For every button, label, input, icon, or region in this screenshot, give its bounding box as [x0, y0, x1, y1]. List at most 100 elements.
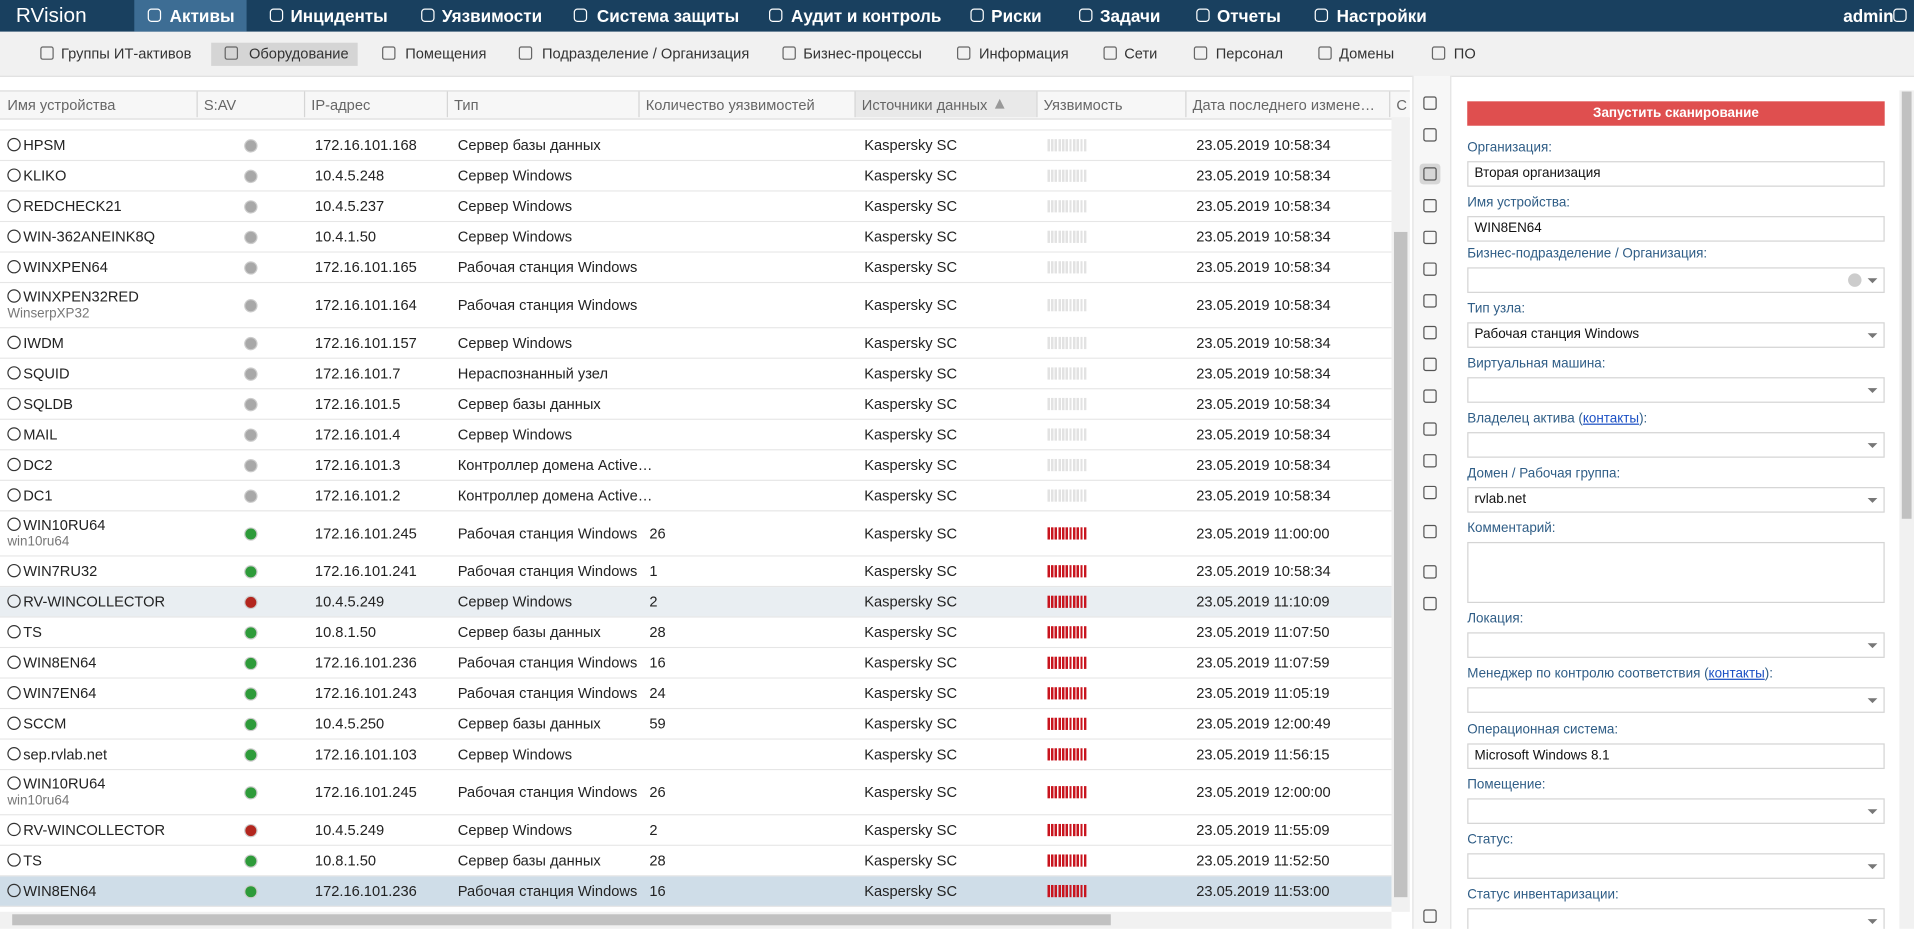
subnav-item[interactable]: Сети — [1124, 45, 1158, 63]
h-scroll-thumb[interactable] — [12, 914, 1111, 926]
table-row[interactable]: WINXPEN32RED WinserpXP32 172.16.101.164 Раб… — [0, 283, 1392, 329]
tool-button[interactable] — [1420, 93, 1441, 114]
table-row[interactable]: IWDM 172.16.101.157 Сервер Windows Kaspersk… — [0, 328, 1392, 359]
field-select[interactable] — [1467, 632, 1885, 658]
tool-button[interactable] — [1420, 521, 1441, 542]
table-row[interactable]: MAIL 172.16.101.4 Сервер Windows Kaspersky … — [0, 419, 1392, 451]
field-input[interactable]: Microsoft Windows 8.1 — [1467, 743, 1885, 770]
contacts-link[interactable]: контакты — [1708, 666, 1765, 682]
nav-item[interactable]: Инциденты — [290, 6, 388, 26]
nav-item[interactable]: Отчеты — [1216, 6, 1281, 26]
tool-button[interactable] — [1420, 354, 1441, 375]
tool-button[interactable] — [1420, 419, 1441, 440]
field-select[interactable]: rvlab.net — [1467, 487, 1885, 513]
field-select[interactable] — [1467, 853, 1885, 879]
field-value: Вторая организация — [1474, 166, 1601, 181]
field-select[interactable] — [1467, 908, 1885, 929]
column-header[interactable]: Уязвимость — [1043, 96, 1123, 114]
table-row[interactable]: sep.rvlab.net 172.16.101.103 Сервер Window… — [0, 739, 1392, 771]
column-header[interactable]: S:AV — [203, 96, 237, 114]
subnav-item[interactable]: Домены — [1339, 45, 1395, 63]
panel-scroll-thumb[interactable] — [1901, 91, 1912, 519]
table-row[interactable]: WIN10RU64 win10ru64 172.16.101.245 Рабочая … — [0, 770, 1392, 816]
field-textarea[interactable] — [1467, 541, 1885, 604]
subnav-item[interactable]: Персонал — [1215, 45, 1284, 63]
table-row[interactable]: RV-WINCOLLECTOR 10.4.5.249 Сервер Windows 2… — [0, 587, 1392, 618]
tool-button[interactable] — [1420, 450, 1441, 471]
tool-button[interactable] — [1420, 291, 1441, 312]
column-header[interactable]: Тип — [454, 96, 479, 114]
tool-button[interactable] — [1420, 227, 1441, 248]
nav-item[interactable]: Система защиты — [596, 6, 740, 26]
clear-icon[interactable] — [1848, 273, 1862, 287]
device-type: Рабочая станция Windows — [457, 684, 638, 702]
table-row[interactable]: SQLDB 172.16.101.5 Сервер базы данных Kaspe… — [0, 389, 1392, 420]
tool-button[interactable] — [1420, 593, 1441, 614]
table-row[interactable]: TS 10.8.1.50 Сервер базы данных 28 Kaspersky… — [0, 845, 1392, 877]
subnav-item[interactable]: Группы ИТ-активов — [61, 45, 192, 63]
label-text: Статус инвентаризации: — [1467, 887, 1619, 903]
column-header[interactable]: IP-адрес — [311, 96, 371, 114]
table-row[interactable]: WIN10RU64 win10ru64 172.16.101.245 Рабочая … — [0, 511, 1392, 557]
table-row[interactable]: WIN8EN64 172.16.101.236 Рабочая станция Wi… — [0, 648, 1392, 679]
field-input[interactable]: WIN8EN64 — [1467, 216, 1885, 242]
column-header[interactable]: С — [1396, 96, 1408, 114]
field-select[interactable] — [1467, 798, 1885, 824]
table-row[interactable]: REDCHECK21 10.4.5.237 Сервер Windows Kasper… — [0, 191, 1392, 223]
last-change-date: 23.05.2019 10:58:34 — [1196, 395, 1331, 413]
subnav-item[interactable]: Подразделение / Организация — [541, 45, 750, 63]
subnav-icon — [1193, 46, 1208, 60]
table-row[interactable]: KLIKO 10.4.5.248 Сервер Windows Kaspersky S… — [0, 161, 1392, 192]
table-row[interactable]: SQUID 172.16.101.7 Нераспознанный узел Kasp… — [0, 358, 1392, 390]
user-name[interactable]: admin — [1843, 6, 1894, 26]
tool-button[interactable] — [1420, 195, 1441, 216]
last-change-date: 23.05.2019 12:00:49 — [1196, 715, 1331, 733]
logout-icon[interactable] — [1893, 8, 1907, 22]
tool-button[interactable] — [1420, 322, 1441, 343]
nav-item[interactable]: Активы — [169, 6, 235, 26]
table-row[interactable]: SCCM 10.4.5.250 Сервер базы данных 59 Kasper… — [0, 709, 1392, 740]
table-row[interactable]: WINXPEN64 172.16.101.165 Рабочая станция W… — [0, 252, 1392, 284]
column-header[interactable]: Источники данных — [861, 96, 988, 114]
table-row[interactable]: DC2 172.16.101.3 Контроллер домена Active…… — [0, 450, 1392, 481]
tool-button[interactable] — [1420, 386, 1441, 407]
field-select[interactable] — [1467, 267, 1885, 293]
nav-item[interactable]: Настройки — [1336, 6, 1427, 26]
table-row[interactable]: HPSM 172.16.101.168 Сервер базы данных Kasp… — [0, 130, 1392, 162]
column-header[interactable]: Имя устройства — [7, 96, 116, 114]
field-select[interactable] — [1467, 432, 1885, 458]
nav-item[interactable]: Аудит и контроль — [790, 6, 942, 26]
subnav-item[interactable]: Информация — [978, 45, 1069, 63]
scan-button[interactable]: Запустить сканирование — [1467, 101, 1885, 126]
subnav-item[interactable]: ПО — [1453, 45, 1476, 63]
contacts-link[interactable]: контакты — [1582, 411, 1640, 427]
table-row[interactable]: WIN8EN64 172.16.101.236 Рабочая станция Wi… — [0, 876, 1392, 907]
table-row[interactable]: DC1 172.16.101.2 Контроллер домена Active…… — [0, 480, 1392, 512]
tool-button[interactable] — [1420, 259, 1441, 280]
field-label: Статус: — [1467, 832, 1513, 847]
nav-item[interactable]: Уязвимости — [441, 6, 543, 26]
column-header[interactable]: Количество уязвимостей — [645, 96, 815, 114]
subnav-item[interactable]: Помещения — [405, 45, 487, 63]
tool-button[interactable] — [1419, 163, 1441, 185]
field-select[interactable] — [1467, 377, 1885, 403]
subnav-item[interactable]: Бизнес-процессы — [803, 45, 922, 63]
tool-button[interactable] — [1420, 562, 1441, 583]
table-row[interactable]: TS 10.8.1.50 Сервер базы данных 28 Kaspersky… — [0, 617, 1392, 649]
table-row[interactable]: RV-WINCOLLECTOR 10.4.5.249 Сервер Windows 2… — [0, 815, 1392, 846]
tool-button[interactable] — [1420, 125, 1441, 146]
field-select[interactable]: Рабочая станция Windows — [1467, 322, 1885, 348]
field-select[interactable] — [1467, 687, 1885, 713]
tool-button[interactable] — [1420, 482, 1441, 503]
table-row[interactable]: WIN7RU32 172.16.101.241 Рабочая станция Wi… — [0, 556, 1392, 588]
column-header[interactable]: Дата последнего измене… — [1192, 96, 1375, 114]
table-row[interactable]: WIN-362ANEINK8Q 10.4.1.50 Сервер Windows Ka… — [0, 222, 1392, 253]
nav-item[interactable]: Задачи — [1099, 6, 1161, 26]
field-input[interactable]: Вторая организация — [1467, 161, 1885, 187]
subnav-item[interactable]: Оборудование — [249, 45, 349, 63]
nav-item[interactable]: Риски — [991, 6, 1042, 26]
v-scroll-thumb[interactable] — [1393, 231, 1408, 898]
tool-button[interactable] — [1420, 906, 1441, 927]
